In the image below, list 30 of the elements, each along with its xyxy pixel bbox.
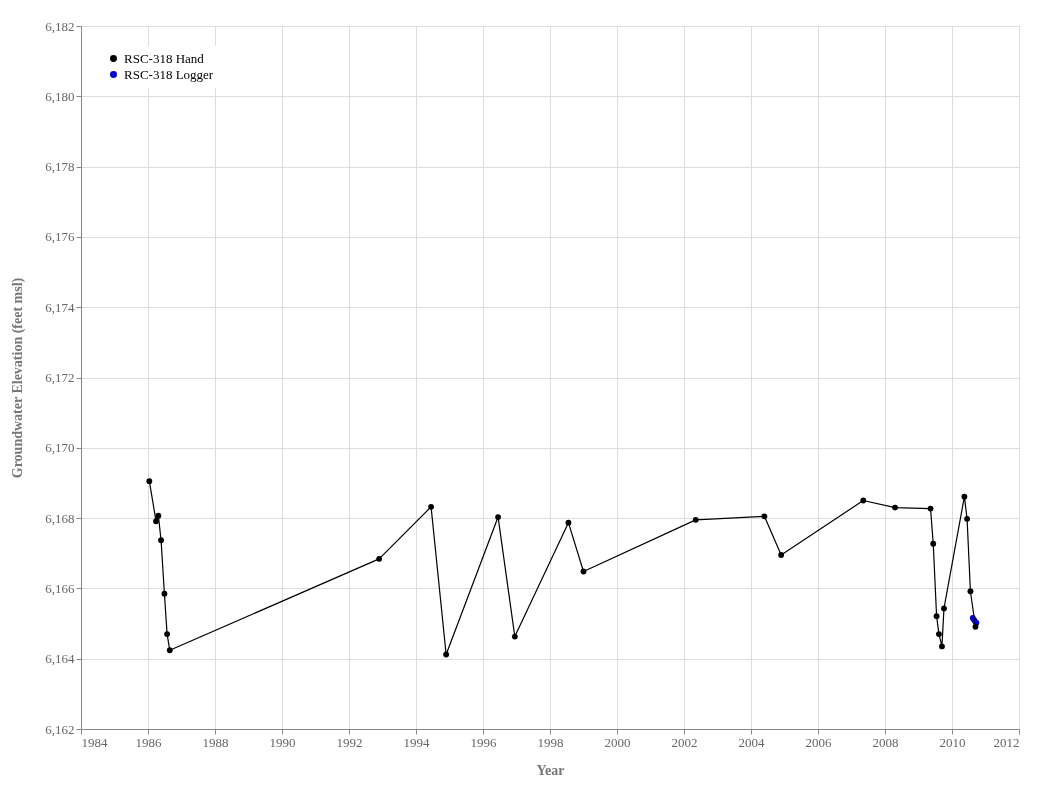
x-tick-label: 1994 bbox=[403, 734, 430, 750]
y-tick-label: 6,172 bbox=[45, 370, 75, 385]
x-tick-label: 1984 bbox=[81, 734, 108, 750]
x-tick-label: 2000 bbox=[604, 734, 631, 750]
x-tick-label: 1988 bbox=[202, 734, 229, 750]
y-tick-label: 6,180 bbox=[45, 88, 75, 104]
x-tick-label: 1992 bbox=[336, 734, 363, 750]
y-tick-label: 6,164 bbox=[45, 651, 75, 667]
y-tick-label: 6,178 bbox=[45, 159, 75, 175]
legend-label: RSC-318 Logger bbox=[124, 66, 214, 82]
x-tick-label: 2004 bbox=[738, 734, 765, 750]
y-tick-label: 6,162 bbox=[45, 721, 75, 737]
x-tick-label: 2010 bbox=[939, 734, 966, 750]
x-tick-label: 2006 bbox=[805, 734, 832, 750]
x-axis-title: Year bbox=[536, 762, 565, 778]
y-axis-title: Groundwater Elevation (feet msl) bbox=[10, 277, 27, 479]
y-tick-label: 6,168 bbox=[45, 510, 75, 526]
y-tick-label: 6,182 bbox=[45, 18, 75, 34]
x-tick-label: 2002 bbox=[671, 734, 698, 750]
x-tick-label: 2008 bbox=[872, 734, 899, 750]
x-tick-label: 1996 bbox=[470, 734, 497, 750]
legend-label: RSC-318 Hand bbox=[124, 50, 205, 66]
y-tick-label: 6,174 bbox=[45, 299, 75, 315]
y-tick-label: 6,170 bbox=[45, 440, 75, 456]
x-tick-label: 1998 bbox=[537, 734, 564, 750]
x-tick-label: 2012 bbox=[993, 734, 1020, 750]
y-tick-label: 6,166 bbox=[45, 580, 75, 596]
y-tick-label: 6,176 bbox=[45, 229, 75, 245]
x-tick-label: 1990 bbox=[269, 734, 296, 750]
x-tick-label: 1986 bbox=[135, 734, 162, 750]
